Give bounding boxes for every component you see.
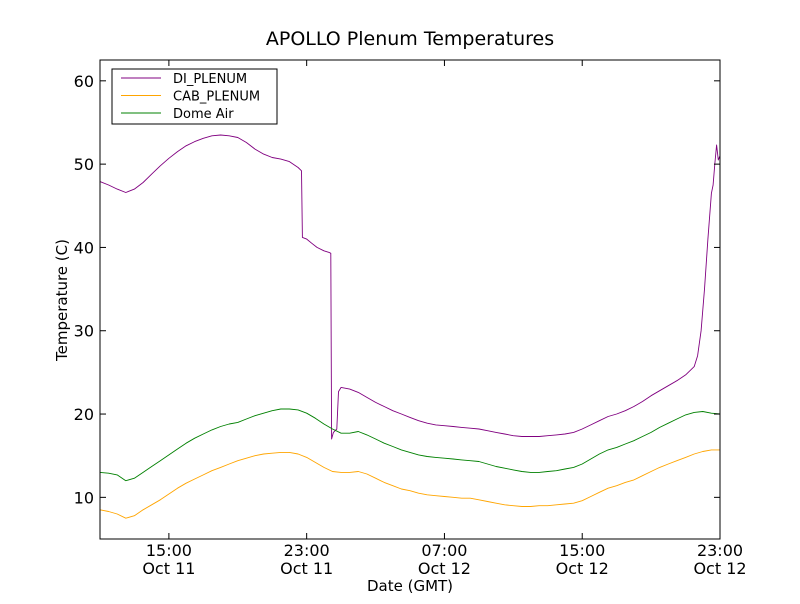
x-tick-label-time: 23:00: [697, 541, 743, 560]
legend-items: DI_PLENUM CAB_PLENUM Dome Air: [121, 72, 260, 122]
x-tick-label-date: Oct 12: [418, 559, 471, 578]
series-line-cab-plenum: [99, 449, 720, 519]
plot-area: [100, 60, 720, 539]
x-tick-label-date: Oct 11: [142, 559, 195, 578]
x-tick-label-date: Oct 12: [693, 559, 746, 578]
series-line-di-plenum: [99, 134, 721, 440]
chart-title: APOLLO Plenum Temperatures: [266, 28, 554, 50]
y-tick-label: 20: [74, 405, 94, 424]
legend: DI_PLENUM CAB_PLENUM Dome Air: [111, 68, 278, 125]
x-tick-label-date: Oct 11: [280, 559, 333, 578]
y-tick-label: 30: [74, 322, 94, 341]
y-tick-label: 60: [74, 72, 94, 91]
plot-frame: [99, 59, 721, 540]
series-line-dome-air: [99, 408, 721, 482]
y-tick-label: 10: [74, 488, 94, 507]
x-tick-label-date: Oct 12: [556, 559, 609, 578]
legend-label-cab-plenum: CAB_PLENUM: [173, 90, 260, 105]
y-axis-label: Temperature (C): [53, 239, 71, 362]
series-layer: [99, 134, 721, 519]
legend-label-di-plenum: DI_PLENUM: [173, 72, 247, 87]
x-tick-label-time: 07:00: [421, 541, 467, 560]
y-tick-label: 50: [74, 155, 94, 174]
x-tick-label-time: 15:00: [559, 541, 605, 560]
y-tick-label: 40: [74, 238, 94, 257]
x-tick-label-time: 15:00: [146, 541, 192, 560]
x-tick-label-time: 23:00: [284, 541, 330, 560]
legend-label-dome-air: Dome Air: [173, 107, 234, 122]
x-axis-label: Date (GMT): [367, 577, 453, 595]
